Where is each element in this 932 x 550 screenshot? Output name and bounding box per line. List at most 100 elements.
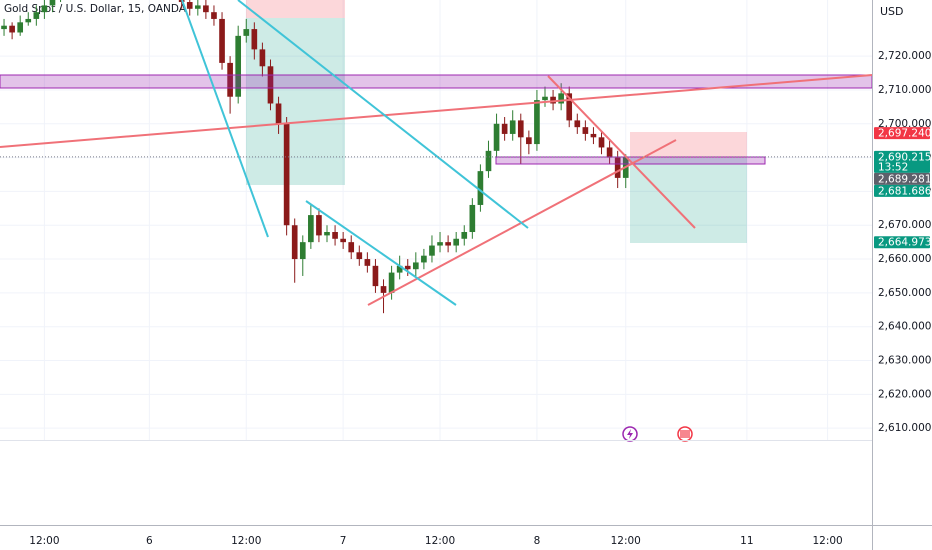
candle-body: [614, 157, 621, 178]
stop-zone: [246, 0, 345, 18]
candle-body: [574, 120, 581, 128]
price-label: 2,664.973: [878, 237, 931, 249]
y-tick-label: 2,610.000: [878, 422, 931, 434]
candle-body: [275, 103, 282, 124]
candle-body: [364, 259, 371, 266]
y-tick-label: 2,620.000: [878, 388, 931, 400]
candle-body: [566, 93, 573, 121]
price-label-bg: [874, 150, 930, 173]
candle-body: [461, 232, 468, 239]
price-label: 2,690.215: [878, 151, 931, 163]
price-label: 2,697.240: [878, 128, 931, 140]
candle-body: [534, 100, 540, 145]
candle-body: [332, 232, 338, 239]
candle-body: [49, 0, 56, 6]
candle-body: [25, 18, 32, 23]
candle-body: [283, 123, 290, 226]
candle-body: [582, 127, 589, 134]
trend-line: [547, 75, 696, 229]
candle-body: [259, 49, 266, 67]
candle-body: [445, 242, 451, 246]
candle-body: [501, 123, 508, 134]
candle-body: [453, 238, 460, 246]
candle-body: [267, 66, 274, 104]
price-label-bg: [874, 172, 930, 185]
candle-body: [380, 286, 387, 293]
candle-body: [469, 204, 476, 233]
candle-body: [291, 225, 298, 260]
trend-line: [305, 200, 457, 306]
candle-body: [203, 5, 209, 13]
x-tick-label: 12:00: [29, 535, 59, 547]
candle-body: [348, 242, 355, 253]
price-label: 2,681.686: [878, 185, 932, 197]
y-tick-label: 2,660.000: [878, 253, 931, 265]
candle-body: [340, 238, 346, 243]
candle-body: [558, 93, 564, 104]
x-tick-label: 7: [340, 535, 347, 547]
candle-body: [598, 137, 605, 148]
trend-line: [181, 0, 269, 238]
candle-body: [299, 242, 306, 260]
y-tick-label: 2,650.000: [878, 287, 931, 299]
x-tick-label: 12:00: [231, 535, 261, 547]
x-tick-label: 6: [146, 535, 153, 547]
trend-line: [0, 74, 873, 148]
candle-body: [186, 2, 193, 9]
chart-title: Gold Spot / U.S. Dollar, 15, OANDA: [4, 3, 187, 15]
candle-body: [251, 29, 258, 50]
candle-body: [308, 215, 314, 243]
y-tick-label: 2,720.000: [878, 50, 931, 62]
candle-body: [542, 96, 548, 101]
candle-body: [1, 25, 7, 30]
target-zone: [246, 18, 345, 185]
price-label-bg: [874, 127, 930, 140]
candle-body: [388, 272, 395, 293]
candle-body: [33, 12, 40, 19]
target-zone: [630, 158, 747, 243]
price-label-bg: [874, 236, 930, 249]
y-tick-label: 2,640.000: [878, 321, 931, 333]
candles: [1, 0, 629, 314]
grid: [0, 0, 872, 440]
candle-body: [227, 62, 233, 97]
price-axis: 2,610.000 2,620.000 2,630.000 2,640.000 2,65…: [874, 50, 932, 434]
candle-body: [550, 96, 556, 104]
candle-body: [316, 215, 322, 236]
trend-line: [237, 0, 529, 229]
x-tick-label: 8: [534, 535, 541, 547]
candle-body: [41, 5, 48, 13]
candle-body: [235, 35, 242, 97]
currency-label: USD: [880, 5, 904, 18]
price-label-bg: [874, 184, 930, 197]
y-tick-label: 2,670.000: [878, 219, 931, 231]
candle-body: [404, 265, 411, 270]
x-tick-label: 12:00: [812, 535, 842, 547]
flag-icon: [680, 430, 690, 438]
candle-body: [429, 245, 435, 256]
y-tick-label: 2,630.000: [878, 355, 931, 367]
candle-body: [437, 242, 443, 246]
x-tick-label: 12:00: [611, 535, 641, 547]
candle-body: [211, 12, 217, 19]
candle-body: [356, 252, 363, 260]
candle-body: [412, 262, 419, 270]
lightning-icon: [627, 429, 633, 439]
y-tick-label: 2,700.000: [878, 118, 931, 130]
candle-body: [485, 150, 492, 172]
candle-body: [17, 22, 24, 33]
x-tick-label: 12:00: [425, 535, 455, 547]
candle-body: [243, 29, 250, 36]
candle-body: [219, 18, 225, 63]
candle-body: [9, 25, 15, 33]
candle-body: [324, 232, 330, 236]
stop-zone: [630, 132, 747, 158]
candle-body: [477, 171, 484, 205]
candle-body: [526, 137, 532, 145]
candle-body: [421, 255, 427, 263]
price-label: 2,689.281: [878, 173, 931, 185]
candle-body: [509, 120, 516, 134]
candle-body: [396, 265, 403, 273]
candle-body: [606, 147, 613, 158]
